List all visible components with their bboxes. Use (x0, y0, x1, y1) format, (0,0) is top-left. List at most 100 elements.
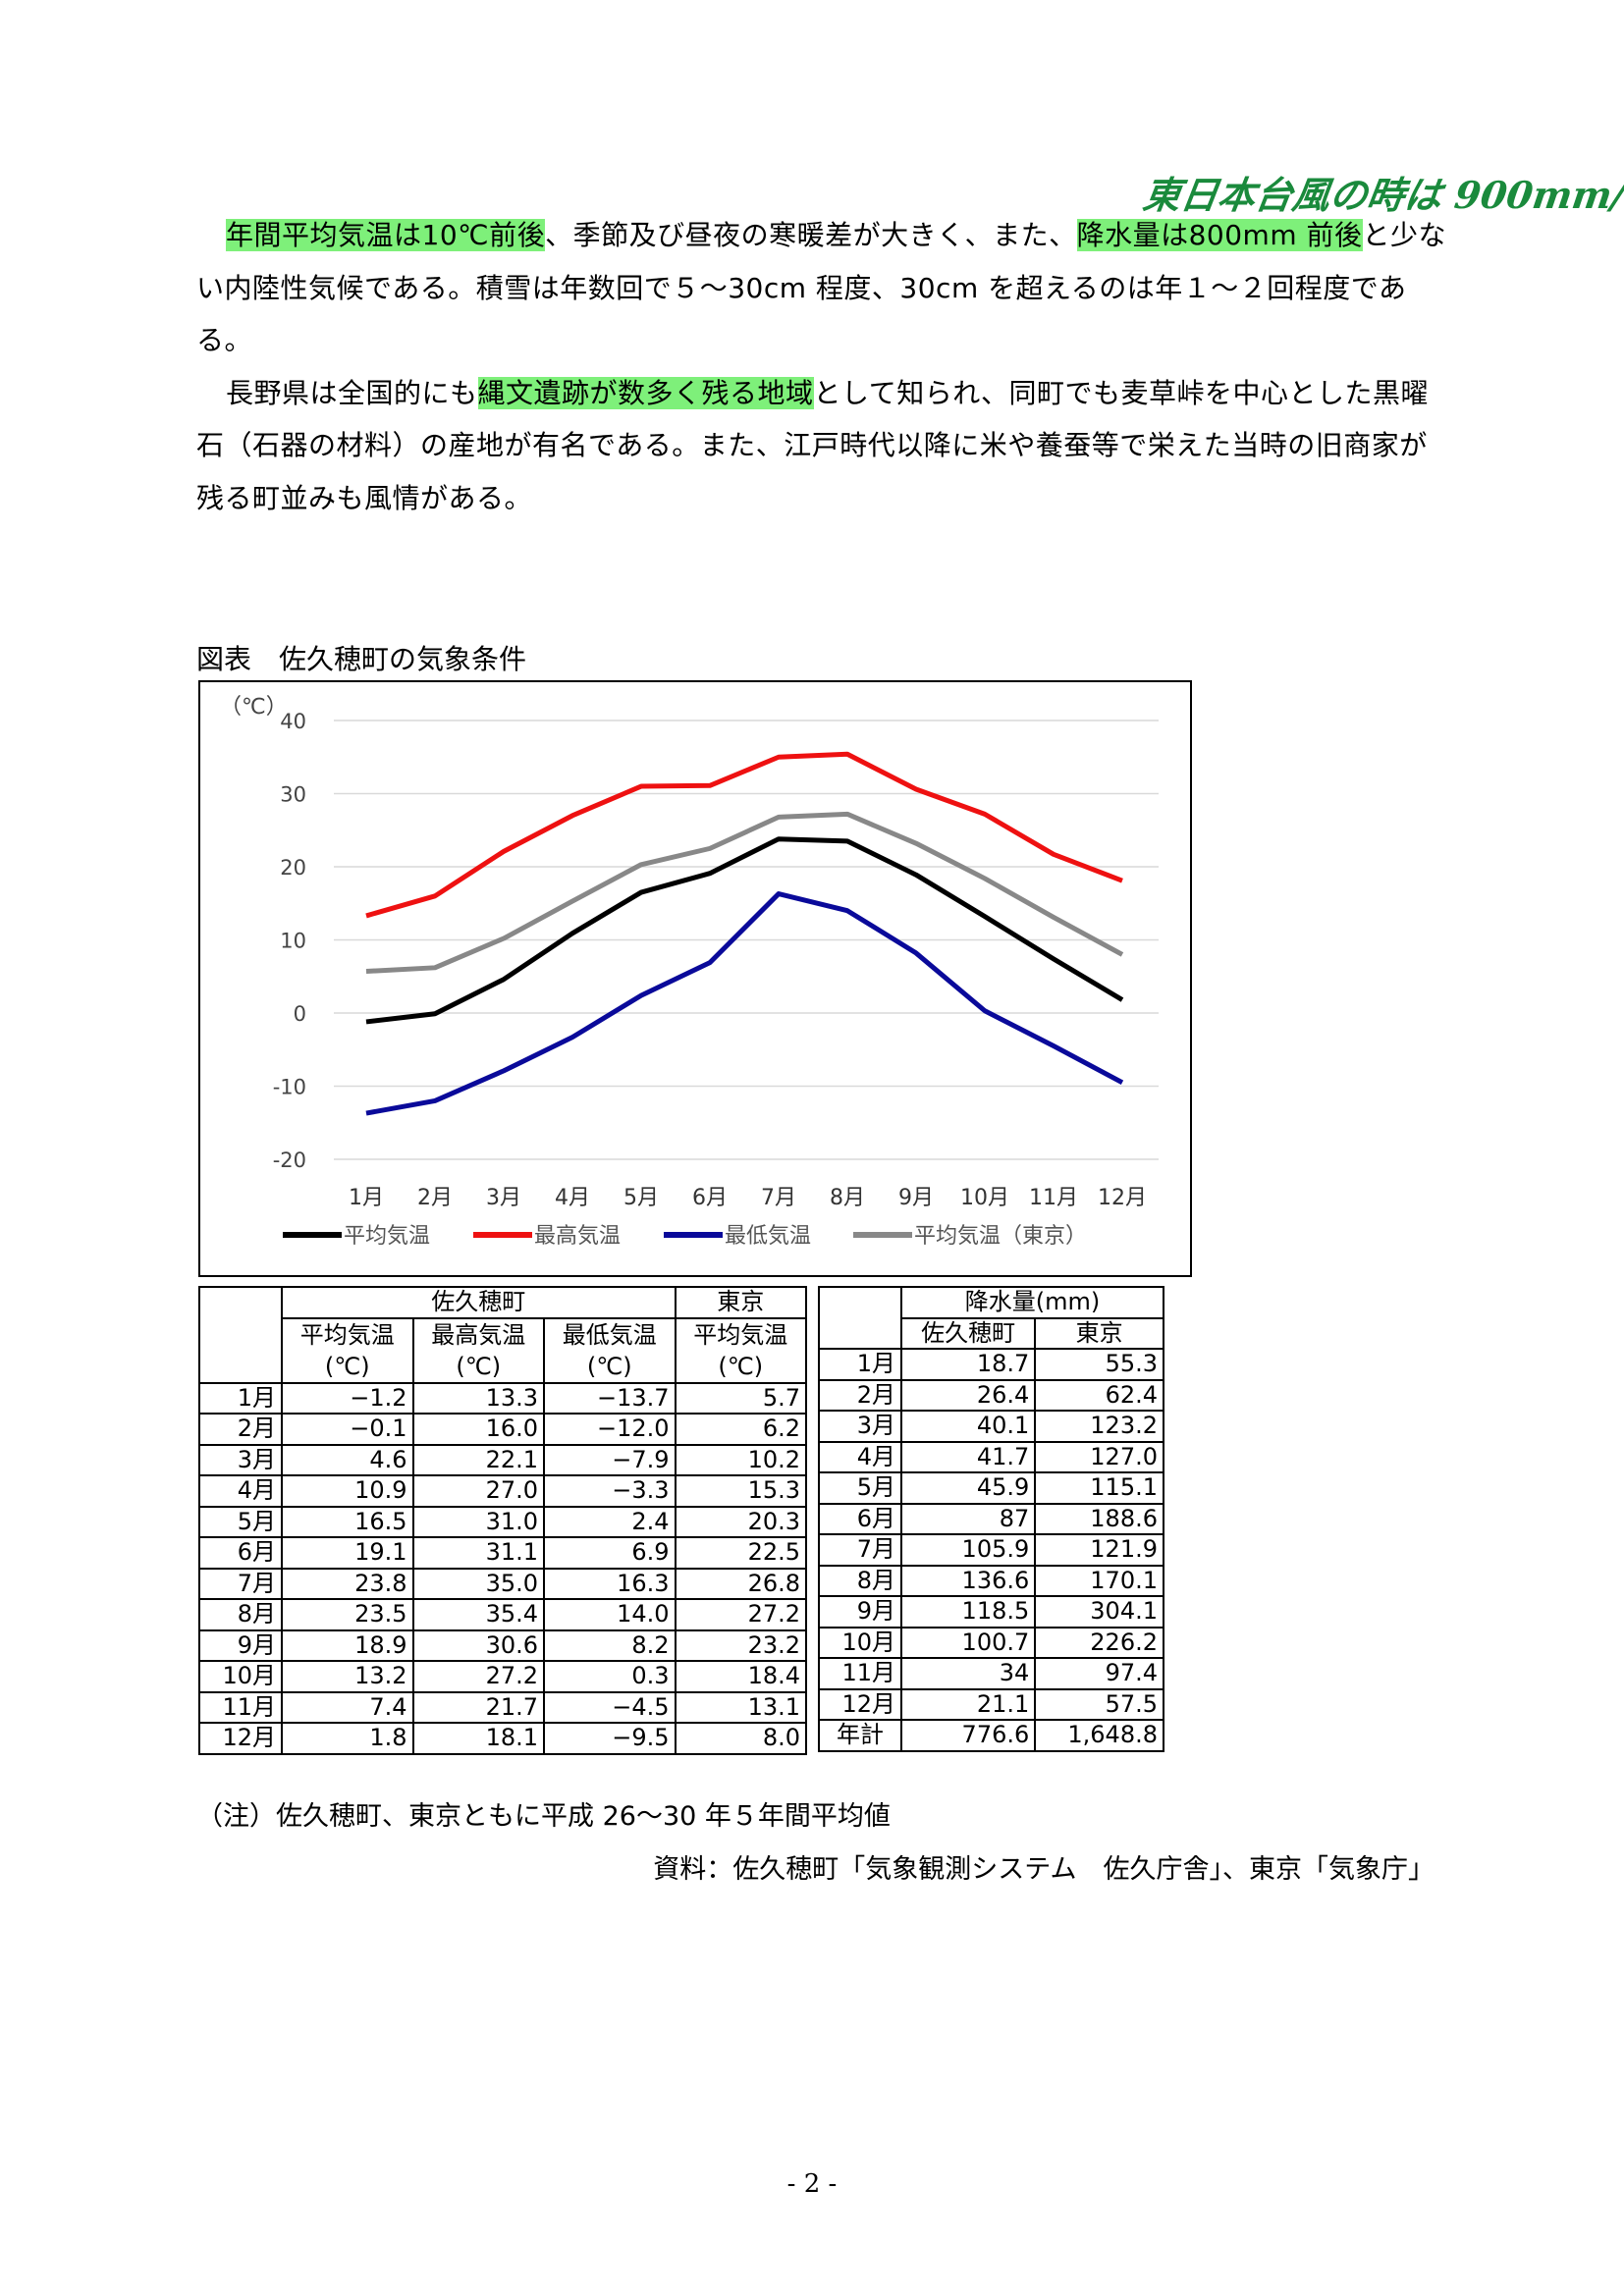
value-cell: 226.2 (1034, 1626, 1164, 1659)
value-cell: 14.0 (543, 1598, 677, 1631)
series-line (365, 751, 1123, 919)
value-cell: 21.7 (411, 1690, 545, 1724)
value-cell: 100.7 (899, 1626, 1037, 1659)
x-tick-label: 10月 (960, 1186, 1009, 1210)
series-line (365, 836, 1124, 1025)
value-cell: −3.3 (543, 1474, 677, 1508)
value-cell: 776.6 (899, 1719, 1037, 1752)
x-tick-label: 12月 (1098, 1186, 1147, 1210)
month-cell: 2月 (198, 1413, 283, 1446)
value-cell: 27.2 (674, 1598, 807, 1631)
value-cell: 22.5 (674, 1536, 807, 1570)
series-line (365, 891, 1124, 1116)
y-axis-unit: （℃） (220, 695, 288, 720)
group-header: 降水量(mm) (900, 1286, 1164, 1319)
table-row: 12月 1.8 18.1 −9.5 8.0 (198, 1722, 807, 1755)
month-cell: 8月 (818, 1564, 902, 1597)
value-cell: 10.9 (281, 1474, 414, 1508)
value-cell: −1.2 (281, 1381, 414, 1415)
month-cell: 10月 (818, 1626, 902, 1659)
value-cell: 188.6 (1034, 1502, 1164, 1535)
x-tick-label: 5月 (623, 1186, 659, 1210)
column-header: 東京 (1034, 1316, 1164, 1350)
table-row: 2月 26.4 62.4 (818, 1378, 1164, 1412)
value-cell: −7.9 (543, 1443, 677, 1476)
legend-label: 平均気温（東京） (914, 1224, 1087, 1249)
month-cell: 11月 (198, 1690, 283, 1724)
month-cell: 7月 (198, 1567, 283, 1600)
value-cell: −13.7 (543, 1381, 677, 1415)
value-cell: 121.9 (1034, 1533, 1164, 1567)
value-cell: 26.8 (674, 1567, 807, 1600)
table-row: 1月 18.7 55.3 (818, 1348, 1164, 1381)
value-cell: 16.5 (281, 1505, 414, 1538)
value-cell: 55.3 (1034, 1348, 1164, 1381)
column-header: 最低気温 (℃) (543, 1316, 677, 1384)
table-row: 3月 4.6 22.1 −7.9 10.2 (198, 1443, 807, 1476)
value-cell: 7.4 (281, 1690, 414, 1724)
value-cell: 23.5 (281, 1598, 414, 1631)
value-cell: 45.9 (899, 1471, 1037, 1505)
month-cell: 6月 (198, 1536, 283, 1570)
table-row: 8月 136.6 170.1 (818, 1564, 1164, 1597)
legend-label: 最高気温 (534, 1224, 621, 1249)
value-cell: 18.4 (674, 1660, 807, 1693)
y-tick-label: 40 (280, 710, 306, 733)
value-cell: 1.8 (281, 1722, 414, 1755)
series-line (365, 811, 1124, 975)
value-cell: −0.1 (281, 1413, 414, 1446)
value-cell: 105.9 (899, 1533, 1037, 1567)
value-cell: 21.1 (899, 1687, 1037, 1721)
value-cell: 2.4 (543, 1505, 677, 1538)
value-cell: 8.0 (674, 1722, 807, 1755)
value-cell: 19.1 (281, 1536, 414, 1570)
header-line: (℃) (324, 1352, 370, 1380)
corner-cell (198, 1286, 283, 1384)
month-cell: 4月 (198, 1474, 283, 1508)
month-cell: 7月 (818, 1533, 902, 1567)
value-cell: 13.3 (411, 1381, 545, 1415)
month-cell: 1月 (198, 1381, 283, 1415)
header-line: 最高気温 (431, 1320, 526, 1349)
column-header: 佐久穂町 (899, 1316, 1037, 1350)
value-cell: 41.7 (899, 1440, 1037, 1473)
value-cell: −4.5 (543, 1690, 677, 1724)
value-cell: 87 (899, 1502, 1037, 1535)
table-row: 12月 21.1 57.5 (818, 1687, 1164, 1721)
text-span: 、季節及び昼夜の寒暖差が大きく、また、 (545, 219, 1077, 251)
header-line: 平均気温 (299, 1320, 395, 1349)
value-cell: 30.6 (411, 1629, 545, 1662)
month-cell: 12月 (198, 1722, 283, 1755)
column-header: 平均気温 (℃) (674, 1316, 807, 1384)
highlighted-text: 年間平均気温は10℃前後 (226, 219, 546, 251)
value-cell: 18.1 (411, 1722, 545, 1755)
y-tick-label: 10 (280, 930, 306, 953)
paragraph: 長野県は全国的にも縄文遺跡が数多く残る地域として知られ、同町でも麦草峠を中心とし… (196, 367, 1448, 525)
table-row: 9月 18.9 30.6 8.2 23.2 (198, 1629, 807, 1662)
header-line: 最低気温 (562, 1320, 657, 1349)
month-cell: 9月 (818, 1595, 902, 1629)
table-row: 9月 118.5 304.1 (818, 1595, 1164, 1629)
y-tick-label: 30 (280, 783, 306, 807)
y-tick-label: 0 (294, 1002, 306, 1026)
header-line: (℃) (718, 1352, 764, 1380)
month-cell: 4月 (818, 1440, 902, 1473)
source-note: 資料：佐久穂町「気象観測システム 佐久庁舎」、東京「気象庁」 (653, 1854, 1435, 1885)
group-header: 東京 (674, 1286, 807, 1319)
header-line: (℃) (456, 1352, 502, 1380)
value-cell: 57.5 (1034, 1687, 1164, 1721)
value-cell: 16.0 (411, 1413, 545, 1446)
value-cell: 27.2 (411, 1660, 545, 1693)
x-tick-label: 2月 (417, 1186, 453, 1210)
value-cell: −12.0 (543, 1413, 677, 1446)
climate-chart: 40 30 20 10 0 -10 -20 （℃） 1月 2月 3月 4月 5月 6月 7月 8月 9月 10月 1… (198, 680, 1192, 1277)
x-tick-label: 9月 (898, 1186, 934, 1210)
table-row: 6月 19.1 31.1 6.9 22.5 (198, 1536, 807, 1570)
value-cell: 18.9 (281, 1629, 414, 1662)
table-row: 2月 −0.1 16.0 −12.0 6.2 (198, 1413, 807, 1446)
value-cell: 304.1 (1034, 1595, 1164, 1629)
value-cell: 31.0 (411, 1505, 545, 1538)
y-tick-label: -20 (273, 1148, 306, 1172)
value-cell: 15.3 (674, 1474, 807, 1508)
